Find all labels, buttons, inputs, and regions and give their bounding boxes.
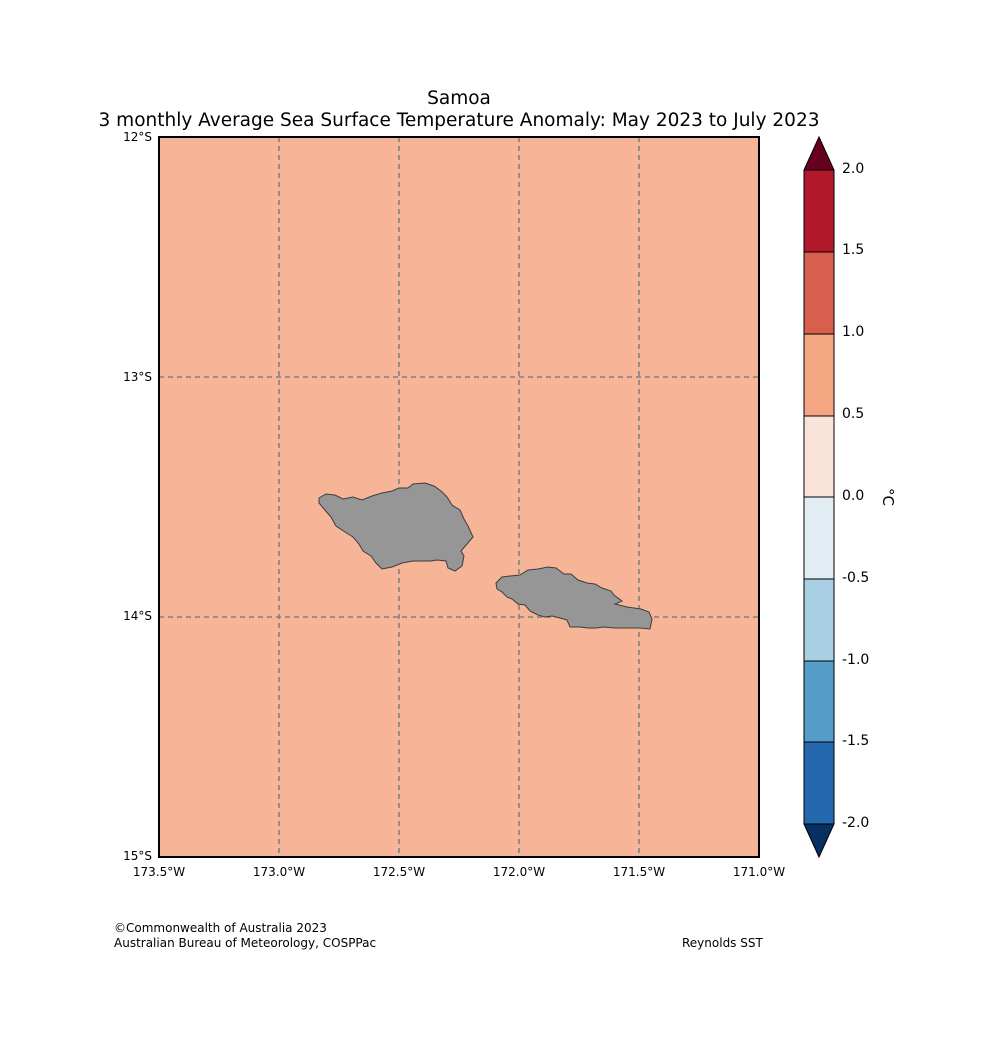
colorbar-tick-label: 1.5	[842, 242, 865, 258]
colorbar-tick-label: 2.0	[842, 161, 865, 177]
chart-title: Samoa	[427, 88, 491, 109]
lon-tick-label: 171.5°W	[612, 865, 666, 879]
lat-tick-label: 12°S	[123, 130, 152, 144]
data-source-text: Reynolds SST	[682, 936, 763, 950]
colorbar-bin	[803, 333, 835, 417]
lon-tick-label: 171.0°W	[732, 865, 786, 879]
colorbar-extend-max	[803, 135, 835, 171]
lat-tick-label: 15°S	[123, 849, 152, 863]
colorbar-tick-label: 0.0	[842, 488, 865, 504]
colorbar-unit-label: °C	[878, 488, 897, 506]
colorbar-bin	[803, 741, 835, 825]
lon-tick-label: 173.0°W	[252, 865, 306, 879]
colorbar-bin	[803, 496, 835, 580]
ocean-area	[159, 137, 759, 857]
colorbar	[803, 135, 835, 859]
colorbar-tick-label: 0.5	[842, 406, 865, 422]
island-upolu	[495, 566, 653, 630]
colorbar-tick-label: -2.0	[842, 815, 870, 831]
copyright-text: ©Commonwealth of Australia 2023	[114, 921, 327, 935]
colorbar-bin	[803, 251, 835, 335]
chart-subtitle: 3 monthly Average Sea Surface Temperatur…	[98, 110, 820, 131]
colorbar-tick-label: -0.5	[842, 570, 870, 586]
colorbar-bin	[803, 578, 835, 662]
colorbar-tick-label: -1.5	[842, 733, 870, 749]
colorbar-tick-label: -1.0	[842, 652, 870, 668]
lat-tick-label: 13°S	[123, 370, 152, 384]
lon-tick-label: 172.5°W	[372, 865, 426, 879]
lat-tick-label: 14°S	[123, 609, 152, 623]
agency-text: Australian Bureau of Meteorology, COSPPa…	[114, 936, 377, 950]
lon-tick-label: 172.0°W	[492, 865, 546, 879]
lon-tick-label: 173.5°W	[132, 865, 186, 879]
map-frame	[158, 136, 760, 858]
colorbar-bin	[803, 660, 835, 743]
colorbar-extend-min	[803, 823, 835, 859]
colorbar-bin	[803, 415, 835, 498]
colorbar-bin	[803, 169, 835, 253]
island-savaii	[318, 482, 474, 572]
colorbar-tick-label: 1.0	[842, 324, 865, 340]
